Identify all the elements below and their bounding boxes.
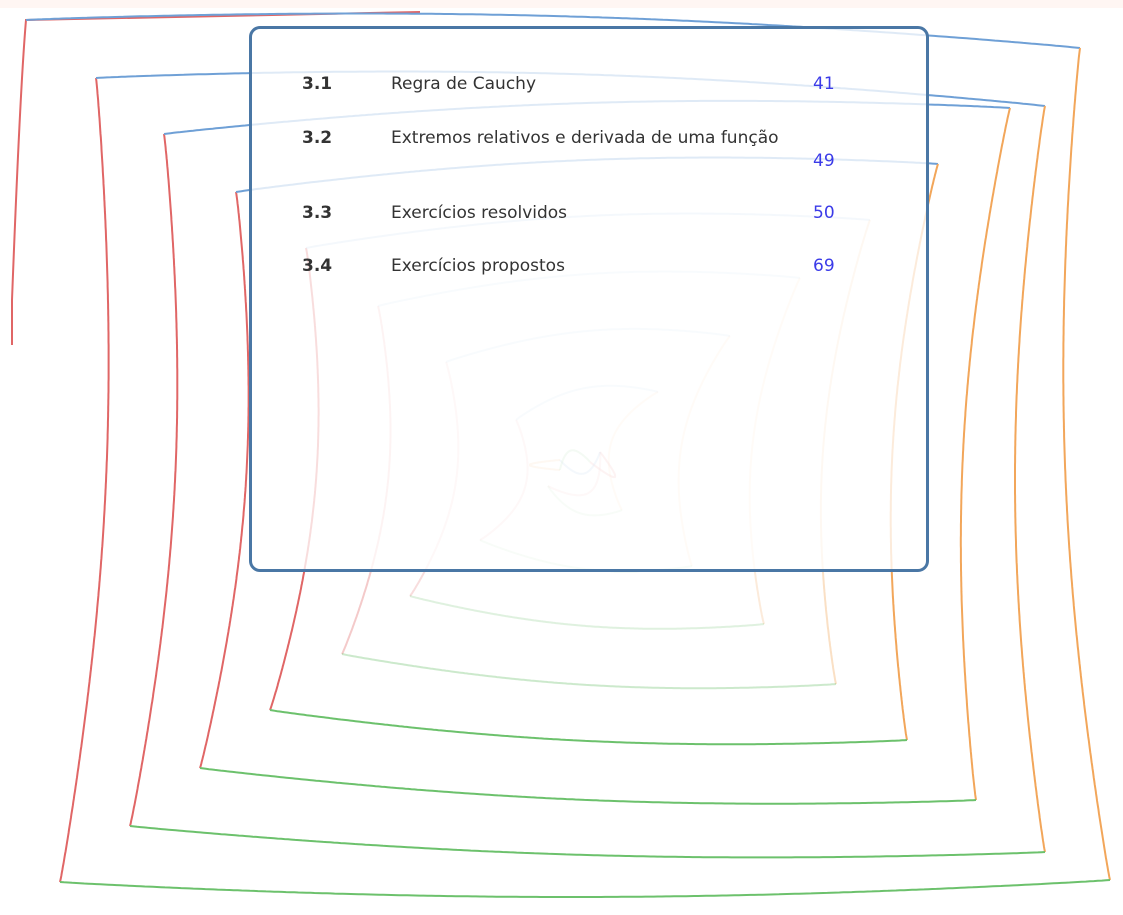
toc-entry-number: 3.2 — [302, 128, 333, 148]
wave-line — [199, 767, 977, 805]
wave-line — [341, 653, 837, 690]
wave-line — [59, 879, 1111, 898]
wave-line — [1062, 47, 1111, 881]
toc-entry-title[interactable]: Exercícios resolvidos — [391, 203, 568, 223]
wave-line — [959, 107, 1011, 801]
toc-entry-page-link[interactable]: 50 — [813, 203, 835, 223]
toc-entry-title[interactable]: Regra de Cauchy — [391, 74, 537, 94]
wave-line — [129, 133, 179, 827]
toc-entry-page-link[interactable]: 49 — [813, 151, 835, 171]
wave-line — [59, 77, 110, 883]
toc-entry-page-link[interactable]: 41 — [813, 74, 835, 94]
toc-entry-number: 3.3 — [302, 203, 333, 223]
toc-entry-number: 3.1 — [302, 74, 333, 94]
toc-entry-number: 3.4 — [302, 256, 333, 276]
wave-line — [129, 825, 1046, 859]
toc-entry-page-link[interactable]: 69 — [813, 256, 835, 276]
toc-entry-title[interactable]: Exercícios propostos — [391, 256, 565, 276]
toc-card: 3.1 Regra de Cauchy 41 3.2 Extremos rela… — [249, 26, 929, 572]
toc-entry-title[interactable]: Extremos relativos e derivada de uma fun… — [391, 128, 779, 148]
wave-line — [269, 709, 908, 746]
spiral-bottom-waves — [59, 449, 1111, 898]
wave-line — [409, 595, 765, 630]
wave-line — [199, 191, 250, 769]
wave-line — [1014, 105, 1046, 853]
wave-line — [11, 11, 421, 345]
top-strip — [0, 0, 1123, 8]
